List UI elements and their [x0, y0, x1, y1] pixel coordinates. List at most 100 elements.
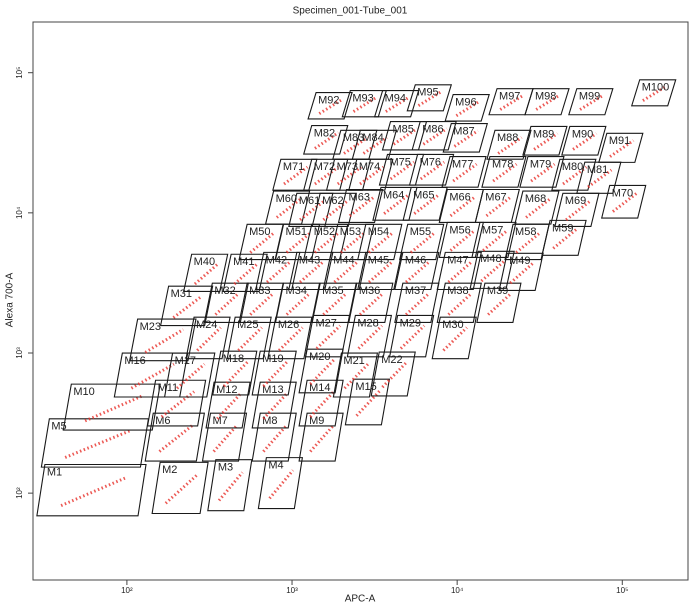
event-cluster: [358, 291, 385, 316]
event-cluster: [579, 93, 605, 111]
gate: [222, 253, 268, 293]
event-cluster: [158, 423, 194, 453]
event-cluster: [359, 165, 385, 186]
gate: [144, 412, 206, 462]
event-cluster: [237, 326, 263, 352]
gate-label: M71: [283, 161, 304, 173]
gate-label: M65: [413, 189, 434, 201]
event-cluster: [343, 136, 369, 155]
gate-label: M52: [314, 226, 335, 238]
gate: [304, 314, 351, 358]
gate: [444, 93, 490, 122]
event-cluster: [565, 200, 591, 221]
gate-label: M5: [51, 421, 66, 433]
gate: [226, 316, 272, 360]
gate-label: M70: [612, 187, 633, 199]
gate-label: M38: [447, 285, 468, 297]
event-cluster: [348, 196, 375, 217]
event-cluster: [262, 424, 288, 453]
event-cluster: [422, 127, 448, 146]
event-cluster: [216, 392, 242, 420]
event-cluster: [447, 291, 473, 316]
event-cluster: [499, 93, 525, 111]
gate-label: M92: [318, 94, 339, 106]
event-cluster: [530, 162, 556, 183]
gate-label: M43: [299, 254, 320, 266]
gate-label: M39: [487, 285, 508, 297]
event-cluster: [262, 392, 288, 420]
x-tick-label: 10³: [286, 586, 298, 595]
gate-label: M13: [262, 384, 283, 396]
event-cluster: [333, 260, 359, 284]
gate: [402, 186, 448, 221]
event-cluster: [314, 165, 340, 186]
gate-label: M77: [452, 158, 473, 170]
event-cluster: [609, 139, 635, 158]
event-cluster: [482, 229, 508, 252]
event-cluster: [318, 97, 344, 115]
gate-label: M84: [362, 132, 383, 144]
gate-label: M90: [572, 128, 593, 140]
gate-label: M85: [393, 123, 414, 135]
gate: [406, 84, 453, 112]
event-cluster: [355, 389, 382, 417]
gate-label: M53: [340, 226, 361, 238]
event-cluster: [285, 231, 312, 254]
gate: [163, 352, 216, 398]
gate: [551, 158, 597, 191]
event-cluster: [130, 362, 175, 390]
gate: [307, 92, 353, 120]
gate-label: M80: [562, 161, 583, 173]
gate: [399, 223, 445, 261]
gate-label: M22: [381, 354, 402, 366]
gate-label: M31: [171, 288, 192, 300]
gate: [303, 124, 349, 155]
event-cluster: [315, 324, 342, 350]
gate: [36, 463, 147, 517]
event-cluster: [509, 261, 535, 285]
gate-label: M62: [322, 195, 343, 207]
gate: [185, 316, 231, 360]
gate-label: M94: [385, 92, 406, 104]
event-cluster: [222, 361, 249, 388]
gate-label: M72: [314, 161, 335, 173]
gate-label: M7: [213, 415, 228, 427]
gate-label: M98: [535, 91, 556, 103]
gate: [474, 188, 520, 223]
event-cluster: [515, 231, 541, 254]
gate-label: M8: [262, 415, 277, 427]
gate-label: M6: [155, 415, 170, 427]
gate: [601, 184, 647, 219]
gate-label: M91: [609, 135, 630, 147]
gate: [469, 250, 515, 289]
event-cluster: [442, 326, 468, 352]
gate-label: M83: [343, 132, 364, 144]
event-cluster: [164, 473, 198, 505]
gate-label: M78: [492, 158, 513, 170]
gate-label: M51: [286, 226, 307, 238]
gate-label: M57: [482, 224, 503, 236]
event-cluster: [196, 326, 222, 352]
gate-label: M47: [447, 254, 468, 266]
event-cluster: [535, 93, 561, 111]
y-tick-label: 10⁵: [15, 67, 24, 79]
gate: [630, 79, 677, 107]
gate-label: M86: [422, 123, 443, 135]
gate-label: M63: [349, 191, 370, 203]
gate: [351, 129, 398, 160]
event-cluster: [160, 390, 196, 418]
gate: [201, 412, 248, 462]
gate: [442, 123, 489, 153]
gate-label: M42: [266, 254, 287, 266]
gate: [298, 348, 344, 394]
gate-label: M97: [499, 91, 520, 103]
gate: [568, 88, 614, 116]
event-cluster: [405, 260, 431, 284]
gate: [436, 282, 482, 323]
gate: [251, 381, 297, 429]
event-cluster: [383, 194, 409, 215]
gate: [388, 314, 435, 358]
event-cluster: [313, 231, 340, 254]
gate: [337, 188, 384, 223]
gate: [373, 90, 420, 118]
